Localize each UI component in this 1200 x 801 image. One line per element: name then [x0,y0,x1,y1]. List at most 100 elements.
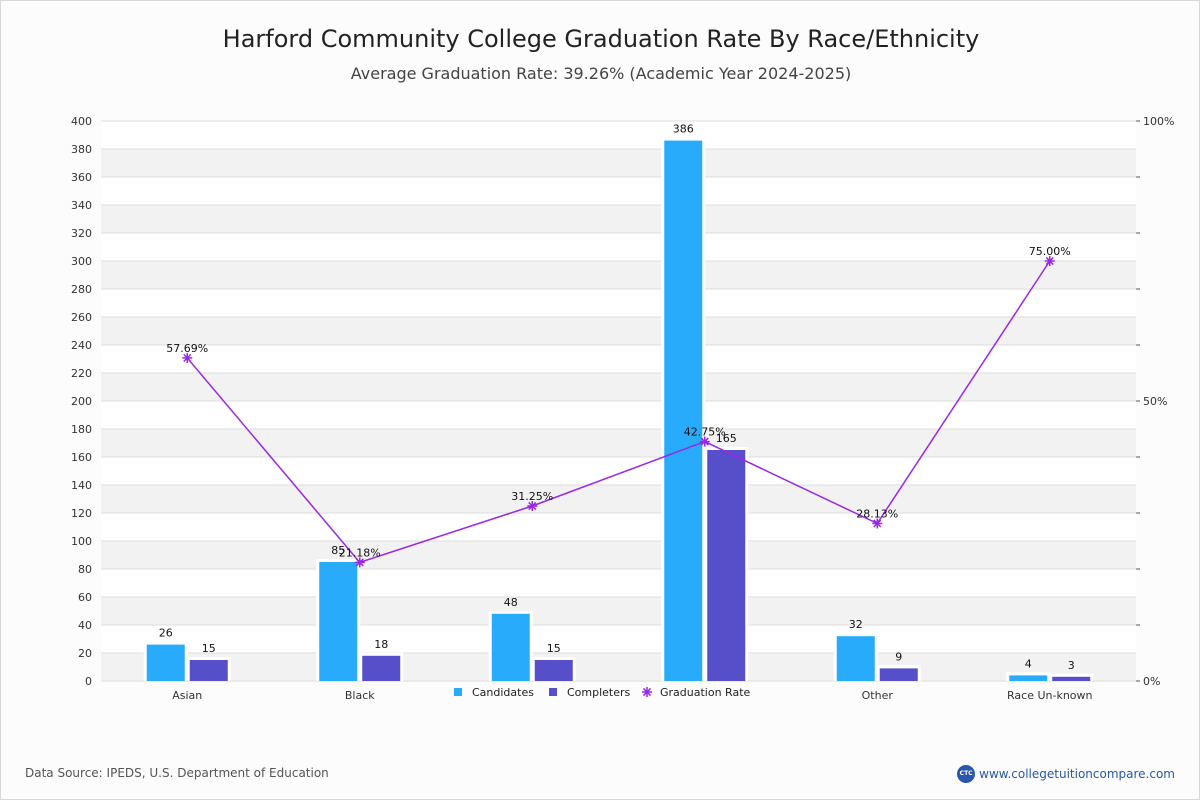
grid-band [101,121,1136,149]
category-label: Race Un-known [1007,689,1093,702]
legend-label: Candidates [472,686,534,699]
grid-band [101,289,1136,317]
grid-band [101,205,1136,233]
completers-bar [707,450,746,681]
legend-swatch [454,688,462,696]
legend-swatch [549,688,557,696]
grid-band [101,541,1136,569]
brand-link[interactable]: CTC www.collegetuitioncompare.com [957,765,1175,783]
brand-url: www.collegetuitioncompare.com [979,767,1175,781]
chart-subtitle: Average Graduation Rate: 39.26% (Academi… [350,64,852,83]
grid-band [101,429,1136,457]
grid-band [101,597,1136,625]
completers-bar [189,660,228,681]
y2-tick-label: 100% [1143,115,1174,128]
y-tick-label: 100 [71,535,92,548]
grid-band [101,149,1136,177]
category-label: Other [862,689,894,702]
graduation-rate-label: 57.69% [166,342,208,355]
candidates-bar [1009,675,1048,681]
y-tick-label: 360 [71,171,92,184]
completers-value-label: 18 [374,638,388,651]
grid-band [101,373,1136,401]
star-stroke [355,558,364,567]
grid-band [101,485,1136,513]
completers-bar [1052,676,1091,681]
bars: 26 85 48 386 32 4 15 18 15 165 9 3 [143,123,1094,682]
right-axis-ticks: 0% 50% 100% [1136,115,1174,688]
y-tick-label: 400 [71,115,92,128]
star-stroke [528,501,537,511]
completers-bar [879,668,918,681]
y-tick-label: 80 [78,563,92,576]
graduation-rate-point [182,352,193,363]
y-tick-label: 0 [85,675,92,688]
grid-band [101,233,1136,261]
star-stroke [873,519,882,528]
legend-label: Completers [567,686,631,699]
grid-band [101,317,1136,345]
graduation-rate-label: 75.00% [1029,245,1071,258]
candidates-bar [491,613,530,681]
y-tick-label: 260 [71,311,92,324]
graduation-rate-point [354,557,365,568]
candidates-value-label: 4 [1025,657,1032,670]
candidates-bar [319,562,358,681]
y-tick-label: 200 [71,395,92,408]
graduation-rate-label: 31.25% [511,490,553,503]
grid-band [101,569,1136,597]
graduation-rate-point [527,501,538,511]
graduation-rate-line: 57.69% 21.18% 31.25% 42.75% 28.13% 75.00% [166,245,1071,568]
graduation-rate-point [872,518,883,529]
y-tick-label: 320 [71,227,92,240]
y-tick-label: 160 [71,451,92,464]
category-labels: Asian Black Other Race Un-known [172,689,1092,702]
graduation-rate-label: 42.75% [684,426,726,439]
candidates-value-label: 32 [849,618,863,631]
y-tick-label: 280 [71,283,92,296]
grid-band [101,653,1136,681]
y-tick-label: 140 [71,479,92,492]
star-stroke [183,353,192,363]
candidates-value-label: 26 [159,627,173,640]
grid-band [101,457,1136,485]
y-tick-label: 220 [71,367,92,380]
legend: Candidates Completers Graduation Rate [454,686,751,699]
y-tick-label: 120 [71,507,92,520]
y-tick-label: 380 [71,143,92,156]
grid-band [101,345,1136,373]
left-axis-ticks: 0 20 40 60 80 100 120 140 160 180 200 220 240 260 280 3… [71,115,92,688]
candidates-value-label: 48 [504,596,518,609]
grid-band [101,177,1136,205]
completers-value-label: 165 [716,432,737,445]
graduation-rate-point [1044,256,1055,266]
y-tick-label: 300 [71,255,92,268]
legend-item: Graduation Rate [642,686,751,699]
candidates-bar [664,140,703,682]
candidates-value-label: 386 [673,123,694,136]
completers-value-label: 9 [895,650,902,663]
completers-value-label: 15 [547,642,561,655]
candidates-bar [146,644,185,681]
y-tick-label: 240 [71,339,92,352]
completers-bar [534,660,573,681]
y2-tick-label: 50% [1143,395,1167,408]
graduation-rate-point [699,436,710,447]
grid-band [101,625,1136,653]
grid-band [101,513,1136,541]
legend-label: Graduation Rate [660,686,751,699]
chart-title: Harford Community College Graduation Rat… [222,25,980,53]
legend-star-icon [642,687,652,697]
category-label: Black [345,689,375,702]
legend-item: Completers [549,686,631,699]
graduation-rate-label: 28.13% [856,507,898,520]
graduation-rate-label: 21.18% [339,546,381,559]
y-tick-label: 60 [78,591,92,604]
completers-value-label: 15 [202,642,216,655]
data-source: Data Source: IPEDS, U.S. Department of E… [25,766,329,780]
y-tick-label: 40 [78,619,92,632]
background-bands [101,120,1136,682]
completers-bar [362,655,401,681]
candidates-value-label: 85 [331,544,345,557]
